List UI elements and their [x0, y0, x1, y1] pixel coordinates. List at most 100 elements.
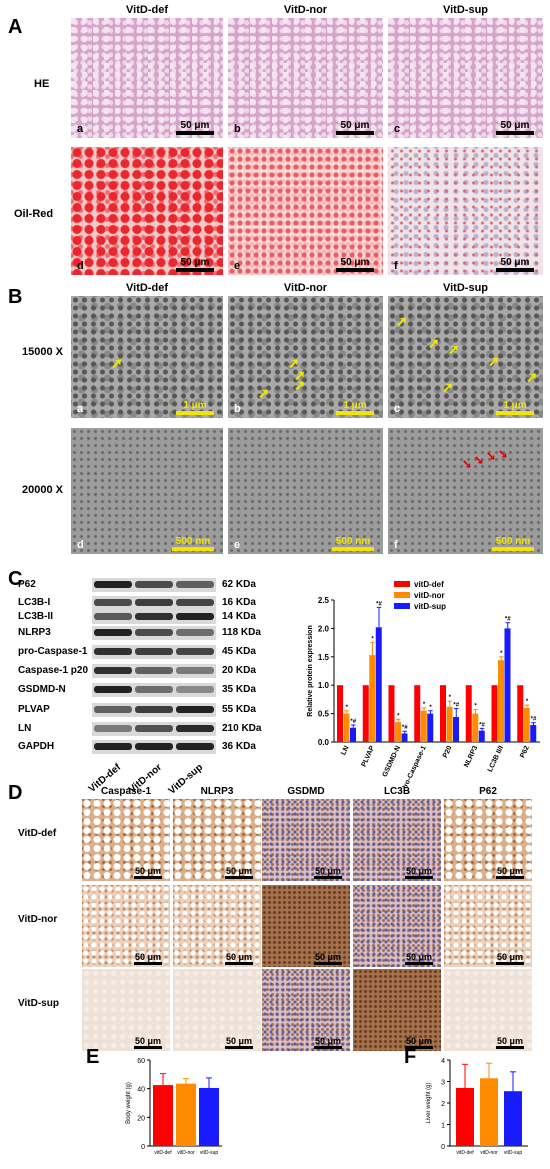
x-tick-label: NLRP3 — [463, 745, 479, 769]
x-tick-label: vitD-def — [456, 1150, 474, 1156]
bar-vitD-sup — [504, 1091, 522, 1146]
he-image-vitd-def: a 50 μm — [71, 18, 223, 138]
ihc-image: 50 μm — [353, 799, 441, 881]
blot-band — [135, 686, 173, 693]
significance-mark: *# — [453, 702, 459, 708]
legend-swatch — [394, 603, 410, 609]
significance-mark: *# — [479, 722, 485, 728]
kda-label: 210 KDa — [222, 723, 262, 734]
legend-label: vitD-nor — [414, 591, 445, 600]
arrow-icon: ➚ — [258, 385, 270, 401]
col-header-vitd-def: VitD-def — [126, 282, 168, 294]
bar-vitD-def — [388, 685, 395, 742]
significance-mark: * — [346, 705, 349, 711]
blot-band — [176, 686, 214, 693]
blot-band — [94, 613, 132, 620]
scale-bar: 50 μm — [222, 866, 256, 879]
scale-bar: 50 μm — [493, 257, 537, 272]
bar-vitD-nor — [420, 710, 427, 742]
scale-bar: 500 nm — [169, 536, 217, 551]
y-tick-label: 0 — [441, 1144, 445, 1151]
scale-bar: 50 μm — [173, 257, 217, 272]
blot-band — [176, 613, 214, 620]
bar-vitD-nor — [498, 660, 504, 742]
scale-bar: 50 μm — [493, 866, 527, 879]
scale-bar: 50 μm — [311, 866, 345, 879]
sublabel-b: b — [234, 123, 241, 135]
y-tick-label: 1.5 — [318, 653, 330, 662]
legend-label: vitD-sup — [414, 602, 446, 611]
bar-vitD-nor — [395, 722, 401, 742]
scale-bar: 50 μm — [131, 1036, 165, 1049]
x-tick-label: vitD-def — [154, 1150, 172, 1156]
blot-band — [135, 629, 173, 636]
blot-band — [176, 706, 214, 713]
sublabel-d: d — [77, 260, 84, 272]
y-tick-label: 20 — [137, 1115, 145, 1122]
ihc-image: 50 μm — [444, 799, 532, 881]
y-tick-label: 0 — [141, 1144, 145, 1151]
bar-vitD-nor — [369, 655, 376, 742]
blot-band — [176, 667, 214, 674]
ihc-image: 50 μm — [444, 885, 532, 967]
blot-band — [94, 581, 132, 588]
arrow-icon: ➚ — [396, 313, 408, 329]
significance-mark: *# — [350, 719, 356, 725]
sublabel-e: e — [234, 260, 241, 272]
blot-band — [135, 725, 173, 732]
scale-bar: 1 μm — [173, 400, 217, 415]
scale-bar: 50 μm — [333, 120, 377, 135]
scale-bar: 50 μm — [333, 257, 377, 272]
bar-vitD-def — [456, 1087, 474, 1146]
bar-vitD-sup — [530, 724, 537, 742]
col-header-vitd-def: VitD-def — [126, 4, 168, 16]
ihc-col-header: P62 — [479, 786, 497, 797]
sublabel-a: a — [77, 123, 84, 135]
significance-mark: * — [500, 651, 503, 657]
arrow-icon: ➚ — [111, 355, 123, 371]
kda-label: 35 KDa — [222, 684, 256, 695]
red-arrow-icon: ➘ — [486, 449, 497, 463]
scale-bar: 50 μm — [493, 1036, 527, 1049]
blot-label-plvap: PLVAP — [18, 704, 50, 715]
scale-bar: 50 μm — [311, 1036, 345, 1049]
tem-image-vitd-def-20000x: d 500 nm — [71, 428, 223, 554]
significance-mark: * — [429, 705, 432, 711]
blot-band — [176, 581, 214, 588]
arrow-icon: ➚ — [448, 341, 460, 357]
scale-bar: 50 μm — [402, 866, 436, 879]
scale-bar: 50 μm — [131, 952, 165, 965]
blot-label-gsdmd-n: GSDMD-N — [18, 684, 66, 695]
significance-mark: *# — [505, 617, 511, 623]
blot-band — [176, 599, 214, 606]
bar-vitD-def — [337, 685, 343, 742]
ihc-image: 50 μm — [262, 969, 350, 1051]
y-tick-label: 4 — [441, 1058, 445, 1065]
sublabel-d: d — [77, 539, 84, 551]
bar-vitD-def — [491, 685, 498, 742]
sublabel-a: a — [77, 403, 84, 415]
y-tick-label: 60 — [137, 1058, 145, 1065]
significance-mark: *# — [376, 601, 382, 607]
y-tick-label: 0.5 — [318, 710, 330, 719]
panel-label-d: D — [8, 782, 23, 804]
significance-mark: * — [397, 713, 400, 719]
blot-band — [94, 686, 132, 693]
blot-band — [135, 613, 173, 620]
blot-band — [94, 706, 132, 713]
blot-band — [135, 648, 173, 655]
arrow-icon: ➚ — [294, 367, 306, 383]
ihc-image: 50 μm — [353, 885, 441, 967]
bar-vitD-def — [517, 685, 524, 742]
bar-vitD-sup — [375, 627, 382, 742]
bar-vitD-nor — [343, 713, 350, 742]
col-header-vitd-sup: VitD-sup — [442, 4, 489, 16]
blot-band — [176, 743, 214, 750]
panel-label-a: A — [8, 16, 23, 38]
arrow-icon: ➚ — [428, 335, 440, 351]
oil-red-image-vitd-nor: e 50 μm — [228, 147, 383, 275]
scale-bar: 50 μm — [173, 120, 217, 135]
scale-bar: 50 μm — [493, 952, 527, 965]
significance-mark: * — [423, 702, 426, 708]
significance-mark: *# — [531, 717, 537, 723]
